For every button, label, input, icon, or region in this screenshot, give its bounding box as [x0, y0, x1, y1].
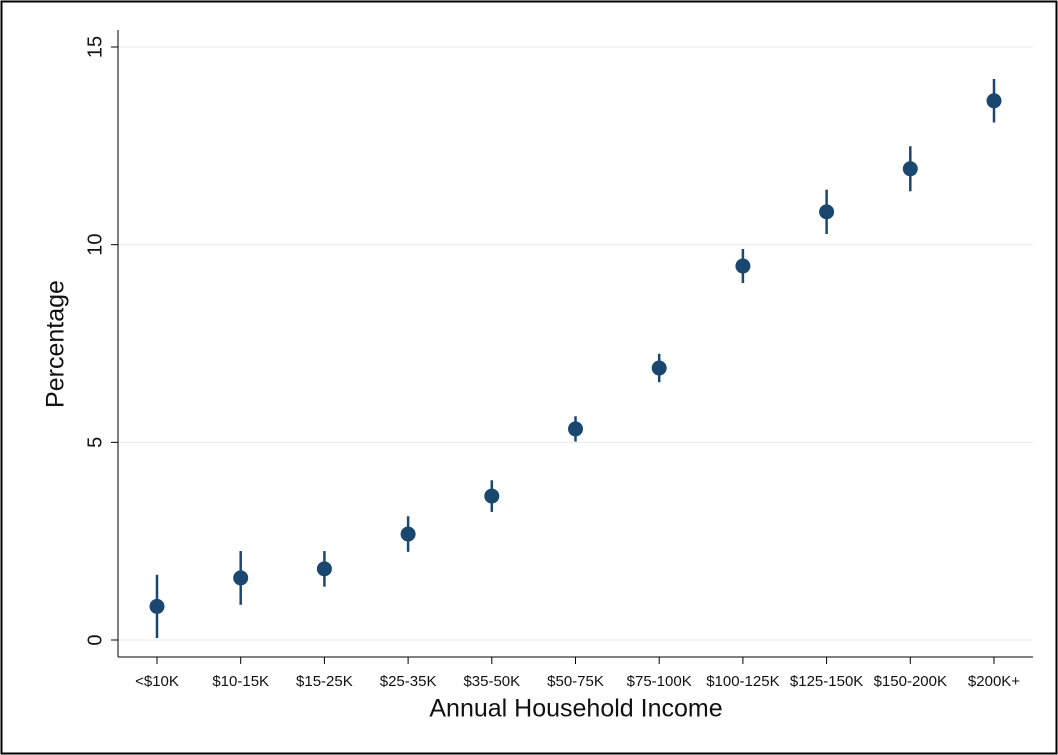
point	[316, 561, 332, 577]
point	[484, 488, 500, 504]
point	[568, 421, 583, 437]
point	[233, 570, 249, 586]
y-tick-label: 15	[84, 36, 106, 58]
point	[400, 526, 416, 542]
x-tick-label: $35-50K	[463, 673, 520, 690]
x-tick-label: <$10K	[135, 673, 179, 690]
x-axis-title: Annual Household Income	[429, 695, 722, 723]
point	[735, 258, 751, 274]
x-tick-label: $150-200K	[874, 673, 947, 690]
x-tick-label: $25-35K	[380, 673, 437, 690]
y-tick-label: 10	[84, 234, 106, 256]
x-tick-label: $15-25K	[296, 673, 353, 690]
x-tick-label: $100-125K	[706, 673, 779, 690]
point	[986, 93, 1002, 109]
point	[149, 598, 165, 614]
y-tick-label: 5	[84, 437, 106, 448]
x-tick-label: $200K+	[968, 673, 1020, 690]
y-axis-title: Percentage	[42, 280, 70, 408]
point	[651, 360, 667, 376]
x-tick-label: $75-100K	[627, 673, 692, 690]
x-tick-label: $10-15K	[212, 673, 269, 690]
x-tick-label: $125-150K	[790, 673, 863, 690]
point	[819, 204, 835, 220]
point	[902, 161, 918, 177]
x-tick-label: $50-75K	[547, 673, 604, 690]
y-tick-label: 0	[84, 634, 106, 645]
